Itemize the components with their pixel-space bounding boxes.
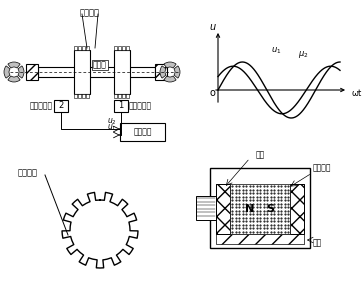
Bar [118, 46, 121, 50]
Bar [126, 94, 129, 98]
Wedge shape [164, 76, 176, 82]
Text: 齿形圆盘: 齿形圆盘 [18, 168, 38, 177]
Bar [82, 94, 85, 98]
Bar [216, 184, 230, 234]
Bar [74, 94, 77, 98]
Bar [290, 184, 304, 234]
Text: $u_1$: $u_1$ [107, 122, 117, 133]
Wedge shape [164, 62, 176, 68]
Text: 测量仪表: 测量仪表 [133, 128, 152, 136]
Text: 1: 1 [118, 102, 124, 111]
Text: $u_2$: $u_2$ [107, 117, 117, 127]
Wedge shape [174, 66, 180, 78]
Wedge shape [160, 66, 166, 78]
Bar [86, 94, 89, 98]
Bar [74, 46, 77, 50]
Wedge shape [18, 66, 24, 78]
Text: 齿形圆盘: 齿形圆盘 [80, 8, 100, 17]
Text: 扭转轴: 扭转轴 [93, 60, 107, 69]
Text: u: u [209, 22, 215, 32]
Bar [290, 184, 304, 234]
Bar [155, 64, 167, 80]
Bar [122, 46, 125, 50]
Bar [126, 46, 129, 50]
Bar [114, 94, 117, 98]
Bar [74, 50, 90, 94]
Bar [230, 184, 290, 234]
Bar [38, 67, 155, 77]
Bar [216, 234, 304, 244]
Wedge shape [8, 76, 20, 82]
Text: 磁电传感器: 磁电传感器 [30, 102, 53, 111]
Wedge shape [4, 66, 10, 78]
Bar [122, 94, 125, 98]
Text: $\mu_2$: $\mu_2$ [298, 49, 308, 60]
Text: o: o [209, 88, 215, 98]
Bar [78, 46, 81, 50]
Bar [26, 64, 38, 80]
Bar [86, 46, 89, 50]
Bar [114, 50, 130, 94]
Text: ωt: ωt [352, 89, 362, 97]
Bar [114, 100, 128, 112]
Bar [210, 168, 310, 248]
Bar [118, 94, 121, 98]
Wedge shape [8, 62, 20, 68]
Text: 磁电传感器: 磁电传感器 [129, 102, 152, 111]
Text: S: S [266, 204, 274, 214]
Bar [82, 46, 85, 50]
Text: $u_1$: $u_1$ [271, 46, 281, 56]
Bar [120, 123, 165, 141]
Text: 铁芯: 铁芯 [313, 238, 322, 248]
Bar [54, 100, 68, 112]
Text: N: N [245, 204, 254, 214]
Bar [78, 94, 81, 98]
Bar [196, 196, 216, 220]
Text: 2: 2 [58, 102, 64, 111]
Bar [114, 46, 117, 50]
Bar [216, 184, 230, 234]
Text: 永久磁铁: 永久磁铁 [313, 163, 332, 172]
Text: 线圈: 线圈 [255, 150, 265, 159]
